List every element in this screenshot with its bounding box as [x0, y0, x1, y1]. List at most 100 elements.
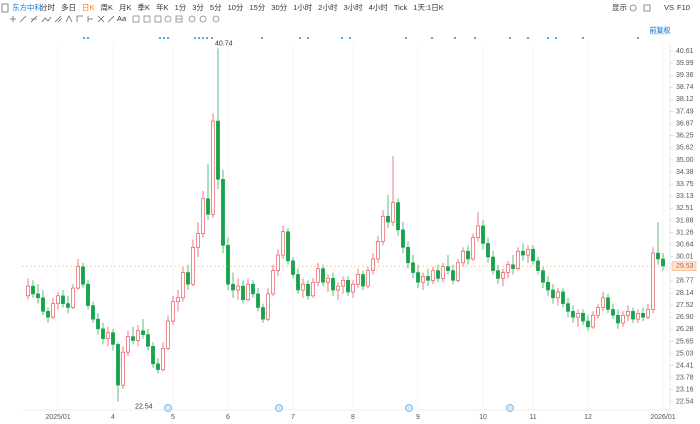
y-tick-label: 38.74 [676, 84, 694, 91]
magnet-icon[interactable] [164, 15, 172, 23]
event-dot[interactable] [87, 37, 89, 39]
event-dot[interactable] [555, 37, 557, 39]
event-dot[interactable] [159, 37, 161, 39]
event-dot[interactable] [163, 37, 165, 39]
settings-icon[interactable] [629, 4, 637, 12]
period-tab[interactable]: 3分 [192, 3, 204, 12]
measure-tool[interactable] [76, 15, 83, 22]
candle-body [456, 262, 460, 281]
period-tab[interactable]: 10分 [228, 3, 244, 12]
event-dot[interactable] [202, 37, 204, 39]
stock-name[interactable]: 东方中科 [12, 2, 42, 12]
candle-body [126, 336, 130, 353]
period-tab[interactable]: 月K [119, 3, 132, 12]
period-tab[interactable]: 4小时 [369, 2, 389, 12]
wave-tool[interactable] [65, 15, 73, 23]
adjust-label[interactable]: 前复权 [650, 25, 671, 34]
zoom-icon[interactable] [199, 15, 207, 23]
event-dot[interactable] [211, 37, 213, 39]
period-tab[interactable]: 分时 [40, 2, 55, 12]
sidebar-icon[interactable] [1, 3, 9, 13]
period-tab[interactable]: 日K [82, 3, 95, 12]
candle-body [526, 248, 530, 256]
hide-icon[interactable] [143, 15, 151, 23]
x-tick-label: 2025/01 [45, 414, 70, 421]
line-tool[interactable] [19, 15, 27, 23]
event-dot[interactable] [83, 37, 85, 39]
event-badge[interactable] [275, 404, 283, 412]
event-dot[interactable] [349, 37, 351, 39]
candle-body [411, 262, 415, 273]
cross-tool[interactable] [97, 15, 105, 23]
period-tab[interactable]: 15分 [249, 3, 265, 12]
candle-body [81, 266, 85, 285]
candle-body [61, 295, 65, 304]
event-badge[interactable] [405, 404, 413, 412]
period-tab[interactable]: 季K [138, 2, 151, 12]
candle-body [151, 346, 155, 365]
fib-tool[interactable] [87, 16, 93, 22]
event-dot[interactable] [547, 37, 549, 39]
event-badge[interactable] [506, 404, 514, 412]
x-tick-label: 10 [479, 414, 487, 421]
channel-tool[interactable] [54, 15, 63, 23]
period-tab[interactable]: 年K [156, 2, 169, 12]
y-tick-label: 32.51 [676, 205, 694, 212]
candle-body [46, 311, 50, 318]
period-tab[interactable]: 30分 [271, 3, 287, 12]
period-tab[interactable]: 1小时 [293, 2, 313, 12]
candle-body [286, 231, 290, 262]
candle-body [651, 252, 655, 310]
f10-button[interactable]: F10 [677, 3, 690, 12]
y-tick-label: 30.64 [676, 241, 694, 248]
event-dot[interactable] [454, 37, 456, 39]
vs-button[interactable]: VS [664, 3, 674, 12]
y-tick-label: 35.00 [676, 157, 694, 164]
period-tab[interactable]: 3小时 [343, 2, 363, 12]
event-dot[interactable] [194, 37, 196, 39]
reset-icon[interactable] [188, 15, 196, 23]
event-dot[interactable] [431, 37, 433, 39]
period-tab[interactable]: 1天:1日K [413, 3, 443, 12]
candle-body [311, 281, 315, 297]
delete-icon[interactable] [154, 15, 162, 23]
ray-tool[interactable] [30, 15, 38, 23]
event-dot[interactable] [261, 37, 263, 39]
event-dot[interactable] [405, 37, 407, 39]
period-tab[interactable]: 5分 [210, 3, 222, 12]
event-dot[interactable] [307, 37, 309, 39]
event-dot[interactable] [509, 37, 511, 39]
event-dot[interactable] [474, 37, 476, 39]
move-tool[interactable] [10, 16, 16, 22]
text-tool[interactable]: Aa [117, 14, 127, 23]
period-tab[interactable]: 多日 [61, 2, 76, 12]
candle-body [541, 270, 545, 283]
last-price-label: 29.53 [676, 263, 694, 270]
event-dot[interactable] [341, 37, 343, 39]
period-tab[interactable]: 2小时 [318, 2, 338, 12]
camera-icon[interactable] [643, 4, 651, 12]
event-dot[interactable] [527, 37, 529, 39]
polyline-tool[interactable] [41, 16, 52, 23]
adjust-badge[interactable] [650, 26, 670, 35]
lock-icon[interactable] [132, 15, 140, 23]
options-icon[interactable] [212, 15, 220, 23]
event-dot[interactable] [299, 37, 301, 39]
candle-body [431, 270, 435, 281]
layers-icon[interactable] [175, 15, 183, 23]
y-tick-label: 34.38 [676, 169, 694, 176]
y-tick-label: 27.52 [676, 302, 694, 309]
period-tab[interactable]: Tick [394, 3, 408, 12]
event-dot[interactable] [206, 37, 208, 39]
y-tick-label: 25.65 [676, 338, 694, 345]
event-dot[interactable] [637, 37, 639, 39]
event-dot[interactable] [198, 37, 200, 39]
event-dot[interactable] [582, 37, 584, 39]
candle-body [606, 297, 610, 310]
period-tab[interactable]: 周K [101, 3, 114, 12]
display-button[interactable]: 显示 [612, 3, 627, 12]
event-badge[interactable] [164, 404, 172, 412]
event-dot[interactable] [167, 37, 169, 39]
pen-tool[interactable] [107, 15, 115, 23]
period-tab[interactable]: 1分 [175, 3, 187, 12]
